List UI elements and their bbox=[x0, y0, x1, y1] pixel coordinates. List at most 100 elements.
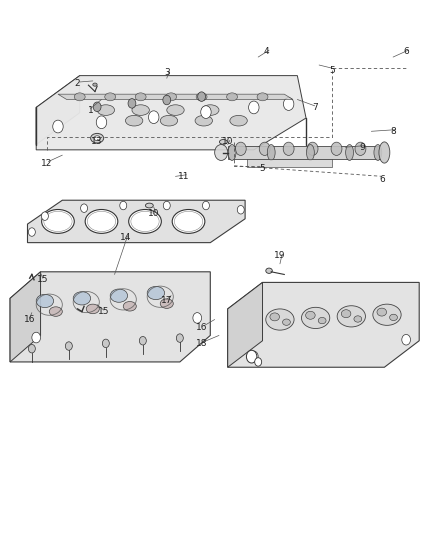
Circle shape bbox=[102, 339, 110, 348]
Text: 3: 3 bbox=[164, 68, 170, 77]
Text: 19: 19 bbox=[274, 252, 286, 261]
Ellipse shape bbox=[341, 310, 351, 318]
Ellipse shape bbox=[374, 144, 382, 160]
Circle shape bbox=[148, 111, 159, 124]
Ellipse shape bbox=[167, 105, 184, 115]
Text: 18: 18 bbox=[196, 339, 207, 348]
Ellipse shape bbox=[147, 286, 165, 300]
Ellipse shape bbox=[226, 93, 237, 101]
Ellipse shape bbox=[196, 93, 207, 101]
Ellipse shape bbox=[125, 115, 143, 126]
Ellipse shape bbox=[36, 294, 53, 308]
Text: 16: 16 bbox=[24, 315, 35, 324]
Polygon shape bbox=[58, 94, 293, 100]
Ellipse shape bbox=[354, 316, 362, 322]
Ellipse shape bbox=[270, 313, 279, 321]
Ellipse shape bbox=[93, 83, 97, 86]
Ellipse shape bbox=[132, 105, 149, 115]
Ellipse shape bbox=[318, 317, 326, 324]
Circle shape bbox=[65, 342, 72, 350]
Ellipse shape bbox=[331, 142, 342, 156]
Circle shape bbox=[250, 351, 258, 362]
Ellipse shape bbox=[266, 309, 294, 330]
Text: 4: 4 bbox=[264, 47, 270, 56]
Ellipse shape bbox=[110, 289, 127, 302]
Ellipse shape bbox=[301, 308, 330, 328]
Ellipse shape bbox=[129, 209, 161, 233]
Circle shape bbox=[177, 334, 184, 342]
Ellipse shape bbox=[306, 311, 315, 319]
Text: 5: 5 bbox=[329, 66, 335, 75]
Polygon shape bbox=[10, 272, 41, 362]
Ellipse shape bbox=[91, 133, 104, 143]
Circle shape bbox=[163, 201, 170, 210]
Ellipse shape bbox=[94, 136, 100, 141]
Text: 16: 16 bbox=[196, 323, 207, 332]
Ellipse shape bbox=[235, 142, 246, 156]
Circle shape bbox=[237, 206, 244, 214]
Text: 1: 1 bbox=[88, 106, 93, 115]
Ellipse shape bbox=[49, 307, 62, 317]
Circle shape bbox=[283, 98, 294, 110]
Text: 10: 10 bbox=[222, 138, 233, 147]
Circle shape bbox=[163, 95, 171, 105]
Circle shape bbox=[120, 201, 127, 210]
Circle shape bbox=[402, 334, 410, 345]
Circle shape bbox=[42, 212, 48, 220]
Text: 13: 13 bbox=[92, 138, 103, 147]
Polygon shape bbox=[228, 282, 262, 367]
Ellipse shape bbox=[337, 306, 365, 327]
Circle shape bbox=[215, 144, 228, 160]
Ellipse shape bbox=[307, 144, 314, 160]
Circle shape bbox=[139, 336, 146, 345]
Ellipse shape bbox=[257, 93, 268, 101]
Text: 15: 15 bbox=[98, 307, 110, 316]
Ellipse shape bbox=[145, 203, 153, 208]
Polygon shape bbox=[247, 159, 332, 167]
Ellipse shape bbox=[355, 142, 366, 156]
Circle shape bbox=[193, 313, 201, 323]
Circle shape bbox=[93, 102, 101, 111]
Ellipse shape bbox=[259, 142, 270, 156]
Circle shape bbox=[53, 120, 63, 133]
Ellipse shape bbox=[266, 268, 272, 273]
Text: 14: 14 bbox=[120, 233, 131, 242]
Ellipse shape bbox=[230, 115, 247, 126]
Polygon shape bbox=[228, 282, 419, 367]
Ellipse shape bbox=[307, 142, 318, 156]
Circle shape bbox=[81, 204, 88, 213]
Circle shape bbox=[247, 350, 257, 363]
Ellipse shape bbox=[160, 299, 173, 309]
Text: 5: 5 bbox=[260, 164, 265, 173]
Ellipse shape bbox=[135, 93, 146, 101]
Text: 7: 7 bbox=[312, 103, 318, 112]
Ellipse shape bbox=[86, 304, 99, 314]
Text: 11: 11 bbox=[178, 172, 190, 181]
Circle shape bbox=[249, 101, 259, 114]
Ellipse shape bbox=[73, 292, 91, 305]
Circle shape bbox=[128, 99, 136, 108]
Text: 15: 15 bbox=[37, 275, 49, 284]
Ellipse shape bbox=[42, 209, 74, 233]
Ellipse shape bbox=[195, 115, 212, 126]
Circle shape bbox=[202, 201, 209, 210]
Text: 12: 12 bbox=[42, 159, 53, 167]
Ellipse shape bbox=[105, 93, 116, 101]
Polygon shape bbox=[36, 76, 306, 150]
Ellipse shape bbox=[85, 209, 118, 233]
Circle shape bbox=[28, 228, 35, 236]
Text: 6: 6 bbox=[379, 174, 385, 183]
Ellipse shape bbox=[201, 105, 219, 115]
Ellipse shape bbox=[74, 93, 85, 101]
Text: 6: 6 bbox=[403, 47, 409, 56]
Ellipse shape bbox=[390, 314, 397, 320]
Polygon shape bbox=[228, 146, 380, 159]
Text: 9: 9 bbox=[360, 143, 365, 152]
Ellipse shape bbox=[379, 142, 390, 163]
Polygon shape bbox=[28, 200, 245, 243]
Text: 8: 8 bbox=[390, 127, 396, 136]
Ellipse shape bbox=[228, 144, 236, 160]
Ellipse shape bbox=[172, 209, 205, 233]
Text: 17: 17 bbox=[161, 296, 173, 305]
Circle shape bbox=[198, 92, 205, 101]
